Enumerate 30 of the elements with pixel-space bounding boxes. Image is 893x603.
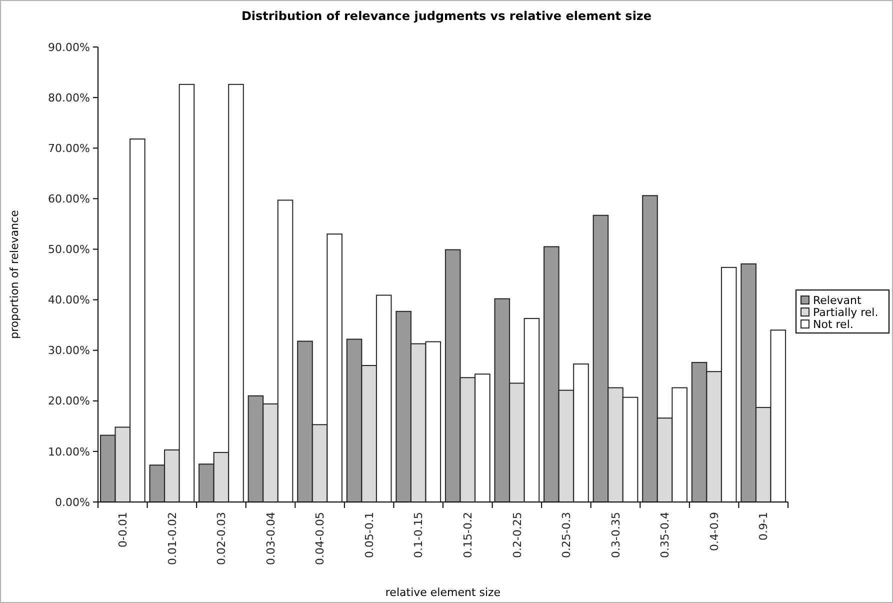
- x-tick-label: 0.01-0.02: [166, 512, 179, 565]
- x-tick-label: 0.1-0.15: [412, 512, 426, 558]
- y-tick-label: 40.00%: [48, 294, 90, 307]
- y-tick-label: 10.00%: [48, 445, 90, 458]
- x-tick-label: 0.25-0.3: [560, 512, 574, 558]
- x-axis-title: relative element size: [385, 586, 501, 599]
- y-tick-label: 70.00%: [48, 142, 90, 155]
- x-tick-label: 0.35-0.4: [658, 512, 672, 558]
- x-tick-label: 0.03-0.04: [264, 512, 278, 565]
- x-tick-label: 0.4-0.9: [708, 512, 721, 551]
- y-tick-label: 90.00%: [48, 40, 90, 54]
- x-tick-label: 0.15-0.2: [461, 512, 474, 558]
- legend-label: Not rel.: [813, 318, 854, 331]
- y-tick-label: 50.00%: [48, 243, 90, 256]
- chart-title: Distribution of relevance judgments vs relative element size: [241, 9, 652, 23]
- y-axis-title: proportion of relevance: [8, 210, 21, 339]
- legend-label: Partially rel.: [813, 306, 878, 319]
- x-tick-label: 0.3-0.35: [609, 512, 622, 558]
- y-tick-label: 80.00%: [48, 91, 90, 104]
- y-tick-label: 0.00%: [55, 496, 90, 509]
- legend-label: Relevant: [813, 294, 862, 307]
- x-tick-label: 0-0.01: [116, 512, 130, 548]
- y-tick-label: 30.00%: [48, 344, 90, 358]
- x-tick-label: 0.02-0.03: [215, 512, 228, 565]
- x-tick-label: 0.2-0.25: [510, 512, 524, 558]
- y-tick-label: 20.00%: [48, 394, 90, 408]
- x-tick-label: 0.04-0.05: [314, 512, 327, 565]
- x-tick-label: 0.05-0.1: [362, 512, 376, 558]
- x-tick-label: 0.9-1: [757, 512, 770, 540]
- y-tick-label: 60.00%: [48, 192, 90, 206]
